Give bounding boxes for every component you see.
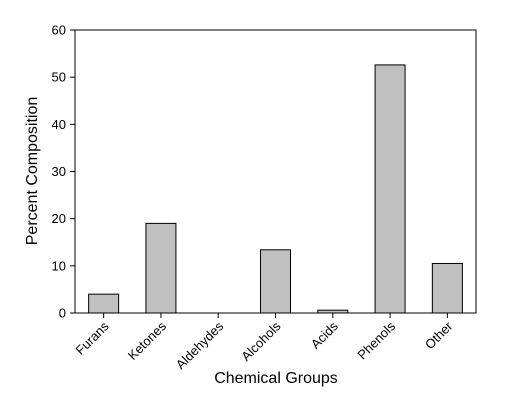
- bar-series: [88, 64, 463, 314]
- y-tick-label: 20: [52, 211, 66, 226]
- x-category-label-furans: Furans: [73, 318, 113, 358]
- x-axis-title: Chemical Groups: [214, 370, 338, 387]
- y-tick-label: 60: [52, 23, 66, 38]
- x-category-label-phenols: Phenols: [354, 318, 398, 362]
- bar-alcohols: [260, 249, 291, 314]
- x-category-label-ketones: Ketones: [125, 318, 170, 363]
- y-tick-label: 40: [52, 117, 66, 132]
- x-category-label-other: Other: [422, 318, 456, 352]
- x-category-label-aldehydes: Aldehydes: [173, 318, 227, 372]
- y-tick-label: 30: [52, 164, 66, 179]
- bar-phenols: [374, 64, 406, 314]
- y-tick-label: 0: [59, 306, 66, 321]
- y-axis-title: Percent Composition: [24, 97, 41, 246]
- x-category-label-alcohols: Alcohols: [238, 318, 284, 364]
- x-axis: Furans Ketones Aldehydes Alcohols Acids Pheno…: [73, 313, 456, 372]
- bar-ketones: [145, 222, 177, 314]
- x-category-label-acids: Acids: [308, 318, 341, 351]
- y-axis: 0 10 20 30 40 50 60: [52, 23, 75, 321]
- y-tick-label: 10: [52, 258, 66, 273]
- bar-other: [431, 262, 463, 314]
- y-tick-label: 50: [52, 70, 66, 85]
- bar-acids: [317, 309, 349, 314]
- bar-furans: [88, 293, 120, 314]
